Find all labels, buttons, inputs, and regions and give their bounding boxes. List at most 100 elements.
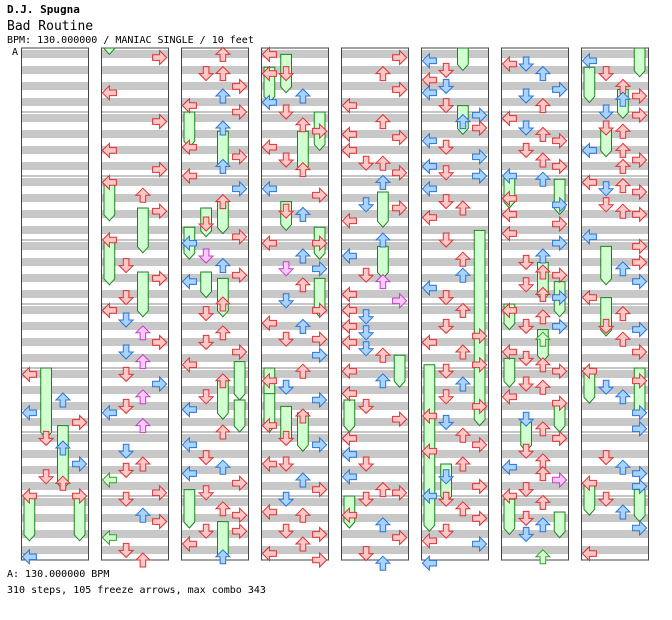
beat-band: [261, 466, 328, 474]
chart-column: [581, 47, 649, 562]
step-arrow-right: [232, 343, 248, 361]
beat-band: [341, 146, 408, 154]
step-arrow-up: [534, 248, 552, 264]
step-arrow-down: [517, 254, 535, 271]
beat-band: [181, 546, 248, 554]
step-arrow-left: [261, 372, 277, 390]
step-arrow-up: [214, 549, 232, 565]
step-arrow-up: [534, 309, 552, 325]
step-arrow-up: [294, 161, 312, 178]
step-arrow-right: [632, 420, 648, 438]
beat-band: [501, 178, 568, 186]
beat-band: [21, 226, 88, 234]
beat-band: [421, 50, 488, 58]
step-arrow-right: [632, 206, 648, 223]
beat-band: [101, 242, 168, 250]
beat-band: [581, 418, 648, 426]
step-arrow-right: [552, 215, 568, 233]
beat-band: [101, 194, 168, 202]
beat-band: [421, 82, 488, 90]
step-arrow-down: [197, 66, 215, 82]
beat-band: [261, 50, 328, 58]
step-arrow-left: [101, 231, 117, 249]
step-arrow-up: [294, 277, 312, 293]
step-arrow-left: [101, 142, 117, 159]
step-arrow-down: [357, 491, 375, 507]
beat-band: [21, 402, 88, 410]
beat-band: [261, 226, 328, 234]
step-arrow-left: [581, 228, 597, 246]
beat-band: [101, 450, 168, 458]
step-arrow-right: [232, 506, 248, 524]
step-arrow-up: [534, 549, 552, 565]
beat-band: [101, 162, 168, 170]
beat-band: [341, 530, 408, 538]
step-arrow-down: [437, 318, 455, 335]
step-arrow-right: [632, 519, 648, 537]
step-arrow-up: [54, 440, 72, 456]
beat-band: [341, 50, 408, 58]
step-arrow-left: [501, 206, 517, 223]
step-arrow-right: [552, 430, 568, 447]
beat-band: [341, 274, 408, 282]
step-arrow-down: [357, 398, 375, 415]
step-arrow-right: [152, 334, 168, 351]
step-arrow-up: [614, 331, 632, 347]
beat-band: [581, 290, 648, 298]
beat-band: [261, 386, 328, 394]
beat-band: [581, 66, 648, 74]
step-arrow-right: [392, 199, 408, 217]
step-arrow-left: [421, 279, 437, 297]
step-arrow-left: [261, 234, 277, 252]
step-arrow-down: [517, 277, 535, 293]
step-arrow-up: [454, 344, 472, 360]
beat-band: [341, 226, 408, 234]
step-arrow-down: [277, 331, 295, 347]
step-arrow-down: [517, 376, 535, 392]
step-arrow-left: [581, 474, 597, 492]
beat-band: [101, 178, 168, 186]
step-arrow-right: [392, 410, 408, 428]
step-arrow-right: [232, 148, 248, 166]
step-arrow-right: [472, 398, 488, 415]
beat-band: [261, 114, 328, 122]
step-arrow-right: [472, 535, 488, 553]
step-arrow-up: [534, 264, 552, 280]
step-arrow-left: [421, 334, 437, 351]
step-arrow-down: [117, 344, 135, 360]
beat-band: [421, 114, 488, 122]
beat-band: [101, 274, 168, 282]
step-arrow-right: [552, 394, 568, 412]
beat-band: [21, 146, 88, 154]
step-arrow-left: [581, 142, 597, 159]
step-arrow-right: [232, 522, 248, 540]
step-arrow-right: [552, 471, 568, 489]
beat-band: [21, 386, 88, 394]
step-arrow-right: [392, 81, 408, 98]
chart-column: [501, 47, 569, 565]
step-arrow-up: [54, 475, 72, 491]
beat-band: [181, 322, 248, 330]
beat-band: [341, 450, 408, 458]
step-arrow-down: [437, 62, 455, 79]
step-arrow-left: [341, 430, 357, 447]
step-arrow-left: [181, 273, 197, 290]
step-arrow-left: [261, 46, 277, 63]
step-arrow-right: [392, 49, 408, 66]
step-arrow-down: [197, 485, 215, 501]
beat-band: [501, 274, 568, 282]
beat-band: [181, 258, 248, 266]
beat-band: [581, 354, 648, 362]
step-arrow-left: [181, 167, 197, 185]
step-arrow-up: [614, 389, 632, 405]
step-arrow-up: [214, 46, 232, 62]
beat-band: [181, 146, 248, 154]
beat-band: [261, 162, 328, 170]
step-arrow-left: [581, 174, 597, 191]
step-arrow-right: [552, 158, 568, 175]
step-arrow-right: [552, 132, 568, 150]
step-arrow-left: [21, 548, 37, 566]
step-arrow-up: [134, 325, 152, 341]
beat-band: [181, 466, 248, 474]
beat-band: [421, 242, 488, 250]
